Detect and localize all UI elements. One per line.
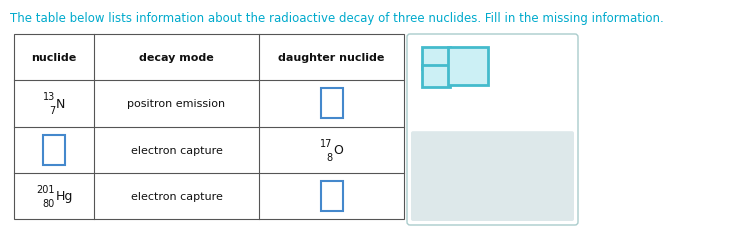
Text: electron capture: electron capture [130,191,222,201]
Text: ×: × [456,167,470,185]
Bar [43,135,65,165]
Text: The table below lists information about the radioactive decay of three nuclides.: The table below lists information about … [10,12,664,25]
Text: 7: 7 [49,106,55,116]
Bar [320,89,342,119]
Bar [422,48,450,70]
FancyBboxPatch shape [407,35,578,225]
FancyBboxPatch shape [411,132,574,221]
Text: 17: 17 [320,138,333,148]
Bar [320,181,342,211]
Bar [448,48,488,86]
Bar [422,66,450,88]
Text: nuclide: nuclide [32,53,77,63]
Bar [14,35,404,219]
Text: N: N [56,97,66,110]
Text: electron capture: electron capture [130,145,222,155]
Text: 13: 13 [43,92,55,102]
Text: daughter nuclide: daughter nuclide [278,53,385,63]
Text: decay mode: decay mode [139,53,214,63]
Text: positron emission: positron emission [127,99,225,109]
Text: 201: 201 [37,184,55,194]
Text: Hg: Hg [56,190,74,203]
Text: 8: 8 [326,152,333,162]
Text: 80: 80 [43,198,55,208]
Text: ↺: ↺ [515,167,529,185]
Text: O: O [333,143,344,156]
